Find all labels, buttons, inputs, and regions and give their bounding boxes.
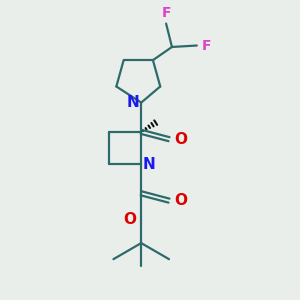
Text: O: O bbox=[174, 193, 187, 208]
Text: N: N bbox=[126, 95, 139, 110]
Text: F: F bbox=[161, 6, 171, 20]
Text: O: O bbox=[174, 132, 187, 147]
Text: F: F bbox=[202, 38, 212, 52]
Text: O: O bbox=[123, 212, 136, 227]
Text: N: N bbox=[143, 157, 155, 172]
